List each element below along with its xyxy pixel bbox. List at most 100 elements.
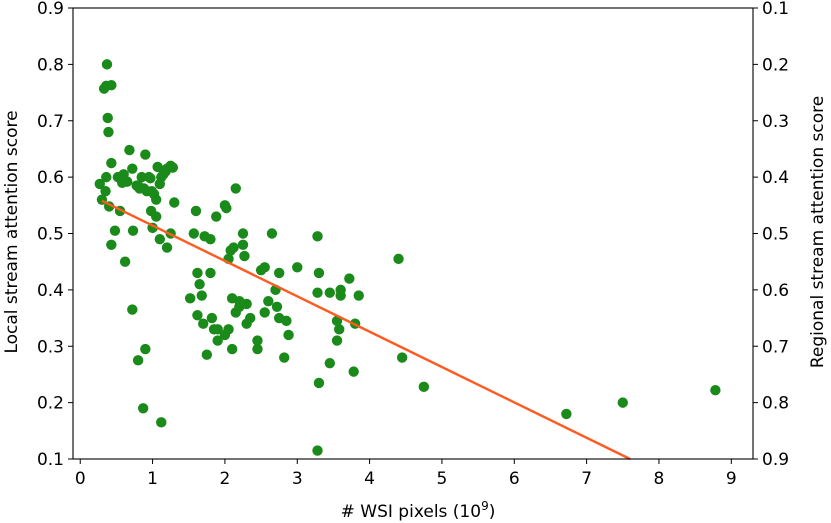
scatter-point xyxy=(561,408,572,420)
x-tick-label: 4 xyxy=(364,469,375,489)
scatter-point xyxy=(312,231,323,242)
scatter-point xyxy=(100,186,111,197)
y2-tick-label: 0.4 xyxy=(762,168,789,188)
trend-line xyxy=(101,199,631,461)
x-tick-label: 0 xyxy=(75,469,86,489)
scatter-point xyxy=(106,157,117,169)
scatter-point xyxy=(230,183,241,194)
scatter-point xyxy=(122,176,133,187)
scatter-point xyxy=(228,242,239,253)
y-tick-label: 0.5 xyxy=(37,225,64,245)
y-tick-label: 0.4 xyxy=(37,281,64,301)
scatter-point xyxy=(263,295,274,307)
scatter-point xyxy=(127,304,138,315)
scatter-point xyxy=(138,183,150,194)
scatter-point xyxy=(152,161,163,173)
scatter-point xyxy=(344,273,355,284)
scatter-point xyxy=(292,262,303,273)
scatter-point xyxy=(335,284,346,296)
x-axis-label-main: # WSI pixels (10 xyxy=(341,502,481,522)
scatter-point xyxy=(109,225,121,236)
x-axis-label: # WSI pixels (109) xyxy=(341,499,496,522)
scatter-point xyxy=(150,194,162,205)
y2-tick-label: 0.9 xyxy=(762,450,789,470)
scatter-point xyxy=(252,335,263,346)
scatter-point xyxy=(150,211,162,222)
scatter-point xyxy=(156,417,167,428)
scatter-point xyxy=(196,290,207,301)
y2-tick-label: 0.8 xyxy=(762,394,789,414)
scatter-point xyxy=(281,315,292,327)
scatter-point xyxy=(396,352,408,363)
scatter-point xyxy=(212,335,223,346)
scatter-point xyxy=(102,112,113,124)
scatter-point xyxy=(241,318,252,329)
y-axis-label: Local stream attention score xyxy=(2,110,22,353)
y-tick-label: 0.8 xyxy=(37,55,64,75)
scatter-point xyxy=(237,228,249,239)
scatter-point xyxy=(192,310,203,321)
scatter-point xyxy=(145,173,156,184)
scatter-point xyxy=(161,242,173,253)
scatter-point xyxy=(205,267,216,279)
y-tick-label: 0.9 xyxy=(37,0,64,19)
scatter-point xyxy=(324,287,336,298)
scatter-point xyxy=(234,295,245,307)
x-tick-label: 2 xyxy=(220,469,231,489)
scatter-point xyxy=(283,329,294,341)
scatter-point xyxy=(259,262,270,273)
scatter-point xyxy=(710,385,721,396)
scatter-point xyxy=(324,357,336,369)
scatter-point xyxy=(205,233,216,245)
scatter-point xyxy=(167,162,179,173)
scatter-point xyxy=(223,324,234,335)
y2-tick-label: 0.5 xyxy=(762,225,789,245)
scatter-point xyxy=(127,163,138,174)
scatter-point xyxy=(190,205,202,217)
x-tick-label: 3 xyxy=(292,469,303,489)
scatter-point xyxy=(393,253,404,265)
scatter-point xyxy=(106,80,117,91)
scatter-point xyxy=(124,144,135,156)
y-tick-label: 0.1 xyxy=(37,450,64,470)
scatter-point xyxy=(252,343,263,355)
y-tick-label: 0.3 xyxy=(37,337,64,357)
scatter-point xyxy=(212,324,223,335)
scatter-point xyxy=(101,59,113,70)
y-tick-label: 0.6 xyxy=(37,168,64,188)
scatter-point xyxy=(312,287,323,298)
scatter-point xyxy=(103,126,114,138)
scatter-point xyxy=(312,445,323,456)
axes: 0 1 2 3 4 5 6 7 8 9 0.1 0.2 0.3 0.4 0.5 0.6 0.7 0.8 0.9 0.9… xyxy=(37,0,789,489)
scatter-point xyxy=(192,267,203,279)
scatter-point xyxy=(313,377,325,389)
scatter-point xyxy=(198,318,209,329)
scatter-point xyxy=(201,349,213,360)
x-axis-label-exponent: 9 xyxy=(481,499,489,513)
scatter-point xyxy=(279,352,290,363)
scatter-point xyxy=(206,312,218,324)
scatter-point xyxy=(266,228,278,239)
x-axis-label-suffix: ) xyxy=(489,502,496,522)
x-tick-label: 9 xyxy=(726,469,737,489)
scatter-point xyxy=(271,301,283,312)
scatter-point xyxy=(211,211,222,222)
scatter-point xyxy=(226,343,238,355)
y2-tick-label: 0.3 xyxy=(762,112,789,132)
x-tick-label: 7 xyxy=(581,469,592,489)
scatter-point xyxy=(230,307,241,318)
scatter-point xyxy=(119,256,131,267)
scatter-point xyxy=(136,171,147,183)
y2-tick-label: 0.7 xyxy=(762,337,789,357)
plot-area xyxy=(94,59,721,461)
scatter-point xyxy=(273,267,285,279)
scatter-point xyxy=(154,233,166,245)
scatter-point xyxy=(237,239,249,250)
y2-tick-label: 0.1 xyxy=(762,0,789,19)
x-tick-label: 5 xyxy=(437,469,448,489)
scatter-point xyxy=(140,149,151,160)
scatter-point xyxy=(137,403,149,414)
scatter-point xyxy=(106,239,117,250)
x-tick-label: 1 xyxy=(147,469,158,489)
scatter-point xyxy=(313,267,325,279)
